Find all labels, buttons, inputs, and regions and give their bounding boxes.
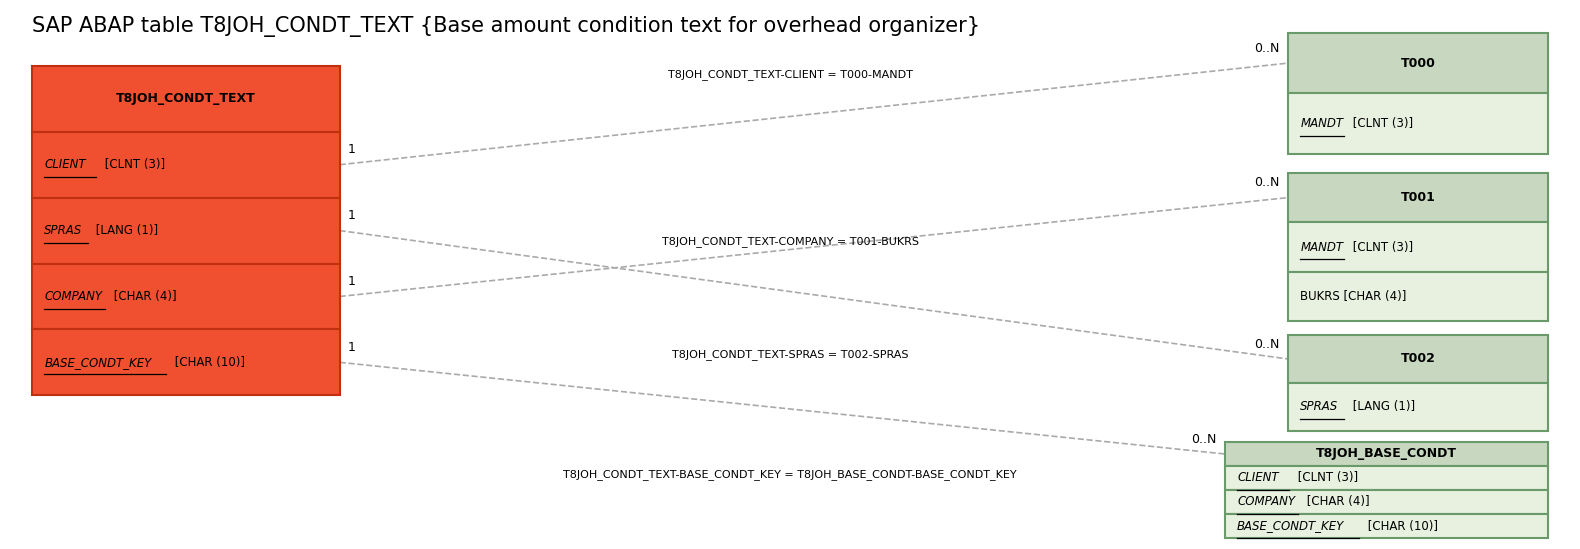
FancyBboxPatch shape — [1224, 514, 1548, 538]
FancyBboxPatch shape — [32, 198, 340, 264]
FancyBboxPatch shape — [1288, 33, 1548, 93]
FancyBboxPatch shape — [32, 132, 340, 198]
Text: 0..N: 0..N — [1191, 433, 1217, 446]
Text: MANDT: MANDT — [1300, 240, 1343, 254]
Text: [CLNT (3)]: [CLNT (3)] — [1349, 240, 1413, 254]
FancyBboxPatch shape — [1224, 442, 1548, 466]
Text: [CLNT (3)]: [CLNT (3)] — [1349, 117, 1413, 130]
FancyBboxPatch shape — [1288, 335, 1548, 383]
Text: BASE_CONDT_KEY: BASE_CONDT_KEY — [1237, 519, 1345, 533]
FancyBboxPatch shape — [1288, 383, 1548, 431]
Text: [LANG (1)]: [LANG (1)] — [92, 224, 158, 237]
FancyBboxPatch shape — [32, 264, 340, 329]
Text: [LANG (1)]: [LANG (1)] — [1349, 400, 1414, 413]
Text: BASE_CONDT_KEY: BASE_CONDT_KEY — [44, 356, 152, 369]
Text: CLIENT: CLIENT — [44, 158, 85, 171]
Text: T002: T002 — [1400, 352, 1436, 366]
Text: COMPANY: COMPANY — [1237, 496, 1296, 508]
FancyBboxPatch shape — [1224, 466, 1548, 490]
Text: 1: 1 — [348, 143, 356, 156]
Text: T8JOH_CONDT_TEXT-SPRAS = T002-SPRAS: T8JOH_CONDT_TEXT-SPRAS = T002-SPRAS — [672, 349, 908, 360]
Text: SPRAS: SPRAS — [1300, 400, 1338, 413]
Text: 1: 1 — [348, 341, 356, 354]
Text: T001: T001 — [1400, 191, 1436, 204]
FancyBboxPatch shape — [1224, 490, 1548, 514]
Text: 0..N: 0..N — [1255, 42, 1280, 55]
Text: [CHAR (10)]: [CHAR (10)] — [1364, 519, 1438, 533]
FancyBboxPatch shape — [32, 66, 340, 132]
FancyBboxPatch shape — [1288, 222, 1548, 272]
Text: [CHAR (4)]: [CHAR (4)] — [111, 290, 177, 303]
Text: [CLNT (3)]: [CLNT (3)] — [1294, 472, 1359, 484]
Text: [CHAR (10)]: [CHAR (10)] — [171, 356, 245, 369]
FancyBboxPatch shape — [1288, 173, 1548, 222]
Text: MANDT: MANDT — [1300, 117, 1343, 130]
Text: 1: 1 — [348, 275, 356, 288]
Text: T8JOH_CONDT_TEXT-BASE_CONDT_KEY = T8JOH_BASE_CONDT-BASE_CONDT_KEY: T8JOH_CONDT_TEXT-BASE_CONDT_KEY = T8JOH_… — [562, 469, 1018, 480]
Text: T8JOH_CONDT_TEXT: T8JOH_CONDT_TEXT — [115, 92, 256, 105]
FancyBboxPatch shape — [1288, 272, 1548, 321]
Text: 0..N: 0..N — [1255, 176, 1280, 189]
Text: T000: T000 — [1400, 57, 1436, 70]
Text: T8JOH_CONDT_TEXT-CLIENT = T000-MANDT: T8JOH_CONDT_TEXT-CLIENT = T000-MANDT — [668, 69, 912, 80]
FancyBboxPatch shape — [32, 329, 340, 395]
Text: [CHAR (4)]: [CHAR (4)] — [1302, 496, 1370, 508]
Text: T8JOH_BASE_CONDT: T8JOH_BASE_CONDT — [1316, 447, 1457, 461]
Text: [CLNT (3)]: [CLNT (3)] — [101, 158, 166, 171]
Text: CLIENT: CLIENT — [1237, 472, 1278, 484]
Text: SAP ABAP table T8JOH_CONDT_TEXT {Base amount condition text for overhead organiz: SAP ABAP table T8JOH_CONDT_TEXT {Base am… — [32, 16, 980, 37]
Text: 1: 1 — [348, 209, 356, 222]
Text: T8JOH_CONDT_TEXT-COMPANY = T001-BUKRS: T8JOH_CONDT_TEXT-COMPANY = T001-BUKRS — [662, 236, 918, 247]
Text: SPRAS: SPRAS — [44, 224, 82, 237]
Text: 0..N: 0..N — [1255, 338, 1280, 351]
FancyBboxPatch shape — [1288, 93, 1548, 154]
Text: BUKRS [CHAR (4)]: BUKRS [CHAR (4)] — [1300, 290, 1406, 303]
Text: COMPANY: COMPANY — [44, 290, 103, 303]
